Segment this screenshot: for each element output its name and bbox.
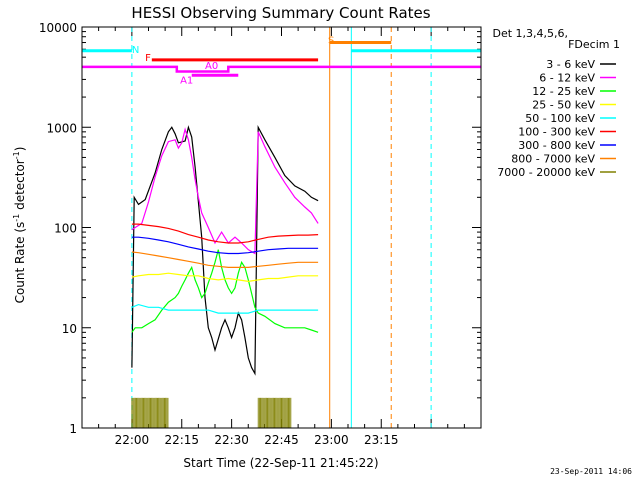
timestamp-footer: 23-Sep-2011 14:06 [550, 467, 632, 476]
x-tick-label: 22:45 [264, 433, 299, 447]
x-axis-label: Start Time (22-Sep-11 21:45:22) [183, 456, 378, 470]
state-annotation: A0 [205, 61, 218, 72]
x-tick-label: 23:15 [364, 433, 399, 447]
x-tick-label: 22:15 [164, 433, 199, 447]
y-tick-label: 10000 [39, 21, 77, 35]
y-tick-label: 1000 [46, 121, 77, 135]
attenuator-trace [82, 65, 481, 73]
legend-label: 7000 - 20000 keV [497, 166, 595, 179]
series-line-7 [131, 251, 319, 268]
legend-label: 50 - 100 keV [525, 112, 595, 125]
plot-frame [81, 26, 482, 429]
state-annotation: N [132, 45, 139, 56]
series-line-1 [131, 127, 319, 255]
y-tick-label: 1 [69, 422, 77, 436]
state-annotation: S [328, 36, 334, 47]
y-axis-label: Count Rate (s-1 detector-1) [12, 147, 27, 304]
x-tick-label: 23:00 [314, 433, 349, 447]
series-line-2 [131, 249, 319, 333]
state-annotation: F [145, 53, 151, 64]
y-tick-label: 100 [54, 222, 77, 236]
chart-title: HESSI Observing Summary Count Rates [131, 4, 430, 22]
y-tick-label: 10 [62, 322, 77, 336]
series-line-0 [131, 124, 319, 376]
x-tick-label: 22:00 [115, 433, 150, 447]
legend-label: 12 - 25 keV [532, 85, 595, 98]
legend-header-1: Det 1,3,4,5,6, [492, 27, 568, 40]
series-line-6 [131, 236, 319, 255]
x-tick-label: 22:30 [214, 433, 249, 447]
legend-label: 6 - 12 keV [539, 72, 595, 85]
series-line-4 [131, 303, 319, 314]
plot-area: 1 10 100 1000 10000 22:00 22:15 22:30 22:45 23:00… [39, 21, 482, 447]
legend-label: 800 - 7000 keV [511, 153, 595, 166]
legend-label: 3 - 6 keV [546, 58, 595, 71]
state-annotation: A1 [180, 75, 193, 86]
legend-label: 300 - 800 keV [518, 139, 595, 152]
legend-label: 100 - 300 keV [518, 126, 595, 139]
series-line-3 [131, 272, 319, 283]
series-line-5 [131, 223, 319, 244]
legend-header-2: FDecim 1 [568, 38, 620, 51]
legend-label: 25 - 50 keV [532, 99, 595, 112]
